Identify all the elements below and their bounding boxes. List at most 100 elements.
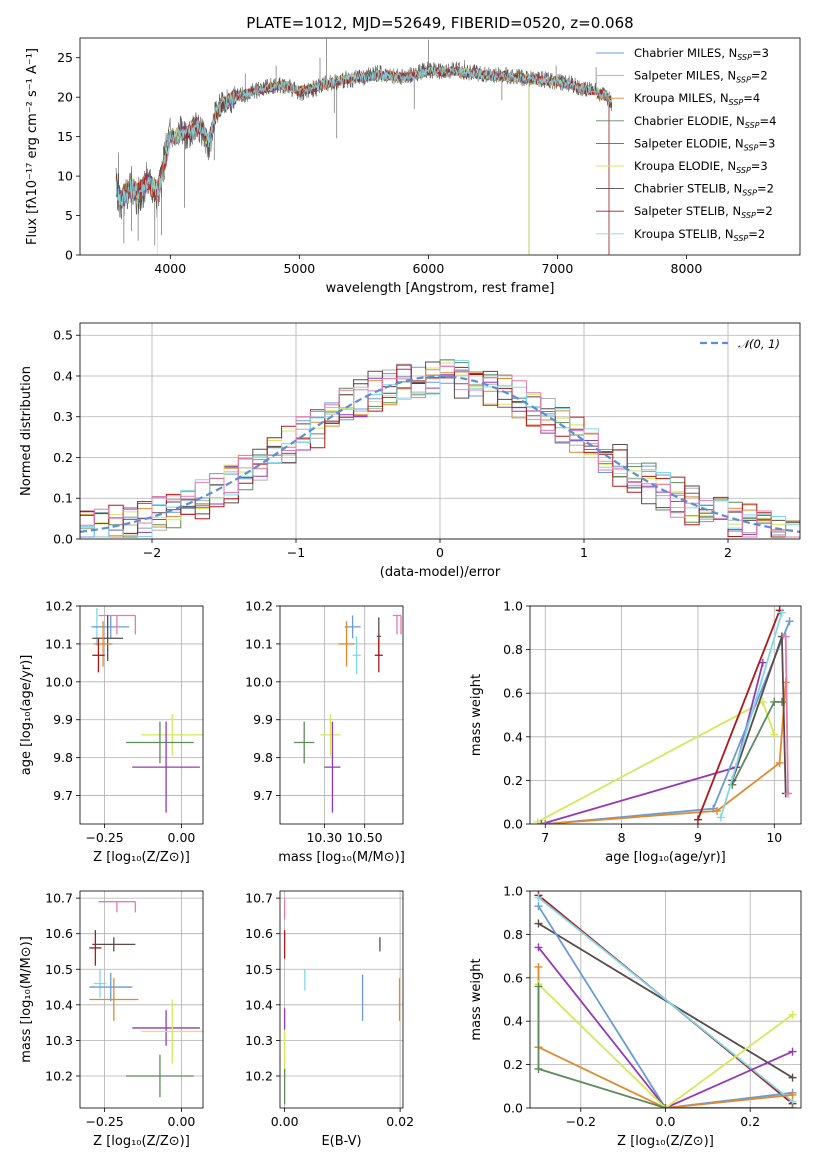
spectrum-legend: Chabrier MILES, NSSP=3 Salpeter MILES, NS…: [596, 46, 776, 243]
weight-marker: [758, 658, 767, 667]
mass-vs-metallicity-y-tick-label: 10.4: [45, 997, 73, 1012]
errorbar-point: [89, 978, 139, 1021]
weight-vs-age-y-axis-label: mass weight: [469, 674, 484, 756]
age-vs-mass-plot-area: [294, 614, 402, 813]
weight-marker: [777, 697, 786, 706]
weight-line-salpeter-stelib: [697, 610, 781, 820]
residuals-y-tick-label: 0.1: [53, 491, 73, 506]
residuals-x-tick-label: 1: [580, 545, 588, 560]
residuals-x-axis-label: (data-model)/error: [380, 565, 501, 580]
mass-vs-metallicity-x-tick-label: 0.00: [168, 1114, 196, 1129]
weight-marker: [534, 982, 543, 991]
weight-marker: [785, 617, 794, 626]
spectrum-y-axis-label: Flux [fλ10⁻¹⁷ erg cm⁻² s⁻¹ A⁻¹]: [25, 48, 40, 245]
weight-vs-metallicity-y-tick-label: 0.0: [503, 1101, 523, 1116]
age-vs-mass-y-tick-label: 9.9: [253, 712, 273, 727]
age-vs-metallicity-y-axis-label: age [log₁₀(age/yr)]: [19, 655, 34, 776]
weight-vs-metallicity-x-tick-label: 0.0: [656, 1114, 676, 1129]
legend-label: Chabrier ELODIE, NSSP=4: [634, 114, 776, 130]
residuals-y-axis-label: Normed distribution: [19, 366, 34, 496]
mass-vs-extinction-y-tick-label: 10.5: [245, 962, 273, 977]
weight-marker: [534, 962, 543, 971]
legend-label: Chabrier STELIB, NSSP=2: [634, 182, 774, 198]
weight-line-kroupa-stelib: [537, 896, 794, 1103]
mass-vs-metallicity-y-axis-label: mass [log₁₀(M/M⊙)]: [19, 936, 34, 1063]
spectrum-x-tick-label: 6000: [412, 261, 444, 276]
errorbar-point: [89, 972, 133, 1002]
residuals-x-tick-label: −2: [143, 545, 161, 560]
age-vs-metallicity-y-tick-label: 9.8: [53, 750, 73, 765]
errorbar-point: [338, 621, 355, 667]
weight-vs-age-frame: [529, 605, 802, 825]
legend-label: Chabrier MILES, NSSP=3: [634, 46, 769, 62]
weight-line-chabrier-miles: [537, 905, 793, 1108]
errorbar-point: [92, 615, 130, 639]
legend-label: Kroupa MILES, NSSP=4: [634, 91, 760, 107]
errorbar-point: [392, 614, 402, 635]
weight-marker: [533, 817, 542, 824]
mass-vs-metallicity-x-tick-label: −0.25: [85, 1114, 123, 1129]
age-vs-mass-y-tick-label: 9.8: [253, 750, 273, 765]
legend-label: Salpeter STELIB, NSSP=2: [634, 204, 773, 220]
weight-vs-metallicity-x-tick-label: −0.2: [566, 1114, 596, 1129]
weight-line-pink: [784, 636, 789, 794]
residuals-legend: 𝒩(0, 1): [700, 337, 780, 351]
weight-vs-metallicity-y-tick-label: 1.0: [503, 884, 523, 899]
mass-vs-metallicity-y-tick-label: 10.2: [45, 1068, 73, 1083]
mass-vs-extinction-plot-area: [283, 898, 401, 1105]
weight-vs-age-x-tick-label: 7: [541, 830, 549, 845]
model-spectrum-kroupa-stelib: [115, 66, 612, 207]
mass-vs-extinction-panel: 0.00 0.02 10.2 10.3 10.4 10.5 10.6 10.7 E(B-V): [245, 890, 414, 1149]
weight-marker: [716, 813, 725, 822]
residuals-panel: −2 −1 0 1 2 0.0 0.1 0.2 0.3 0.4 0.5 (data-model)/er…: [19, 322, 801, 580]
mass-vs-extinction-x-tick-label: 0.02: [386, 1114, 414, 1129]
age-vs-metallicity-x-tick-label: −0.25: [85, 830, 123, 845]
weight-line-kroupa-stelib: [719, 612, 783, 818]
legend-label: Kroupa STELIB, NSSP=2: [634, 227, 765, 243]
errorbar-point: [93, 621, 113, 667]
age-vs-mass-x-axis-label: mass [log₁₀(M/M⊙)]: [278, 850, 405, 865]
weight-marker: [713, 806, 722, 815]
residuals-plot-area: [80, 359, 800, 539]
model-spectrum-kroupa-elodie: [115, 66, 612, 255]
age-vs-metallicity-y-tick-label: 9.9: [53, 712, 73, 727]
weight-marker: [788, 1090, 797, 1099]
weight-vs-metallicity-y-axis-label: mass weight: [469, 958, 484, 1040]
age-vs-metallicity-plot-area: [90, 607, 203, 813]
weight-vs-age-x-tick-label: 9: [694, 830, 702, 845]
residuals-y-tick-label: 0.4: [53, 368, 73, 383]
weight-marker: [788, 1047, 797, 1056]
age-vs-metallicity-y-tick-label: 9.7: [53, 788, 73, 803]
spectrum-x-tick-label: 7000: [542, 261, 574, 276]
weight-marker: [661, 1104, 670, 1108]
errorbar-point: [126, 1054, 194, 1098]
weight-vs-metallicity-x-axis-label: Z [log₁₀(Z/Z⊙)]: [617, 1134, 714, 1149]
age-vs-metallicity-panel: −0.25 0.00 9.7 9.8 9.9 10.0 10.1 10.2 Z [log₁₀(Z…: [19, 599, 204, 865]
mass-vs-metallicity-x-axis-label: Z [log₁₀(Z/Z⊙)]: [93, 1134, 190, 1149]
spectrum-x-tick-label: 5000: [283, 261, 315, 276]
age-vs-mass-y-tick-label: 10.1: [245, 636, 273, 651]
residuals-x-tick-label: −1: [287, 545, 305, 560]
mass-vs-extinction-y-tick-label: 10.6: [245, 926, 273, 941]
weight-marker: [788, 1073, 797, 1082]
weight-line-kroupa-miles: [545, 682, 787, 824]
errorbar-point: [141, 999, 203, 1064]
age-vs-metallicity-frame: [79, 605, 204, 825]
age-vs-mass-x-tick-label: 10.50: [347, 830, 383, 845]
weight-line-salpeter-elodie: [541, 662, 764, 824]
age-vs-mass-y-tick-label: 10.0: [245, 674, 273, 689]
mass-vs-metallicity-panel: −0.25 0.00 10.2 10.3 10.4 10.5 10.6 10.7 Z [log₁…: [19, 890, 204, 1149]
mass-vs-extinction-x-tick-label: 0.00: [271, 1114, 299, 1129]
mass-vs-metallicity-plot-area: [89, 901, 203, 1098]
weight-vs-metallicity-plot-area: [534, 891, 797, 1108]
errorbar-point: [352, 636, 361, 675]
spectrum-y-tick-label: 20: [57, 90, 73, 105]
spectrum-x-tick-label: 4000: [154, 261, 186, 276]
age-vs-metallicity-y-tick-label: 10.0: [45, 674, 73, 689]
weight-marker: [777, 608, 786, 617]
errorbar-point: [93, 969, 107, 998]
weight-vs-age-x-tick-label: 10: [766, 830, 782, 845]
age-vs-mass-y-tick-label: 9.7: [253, 788, 273, 803]
errorbar-point: [98, 901, 137, 913]
